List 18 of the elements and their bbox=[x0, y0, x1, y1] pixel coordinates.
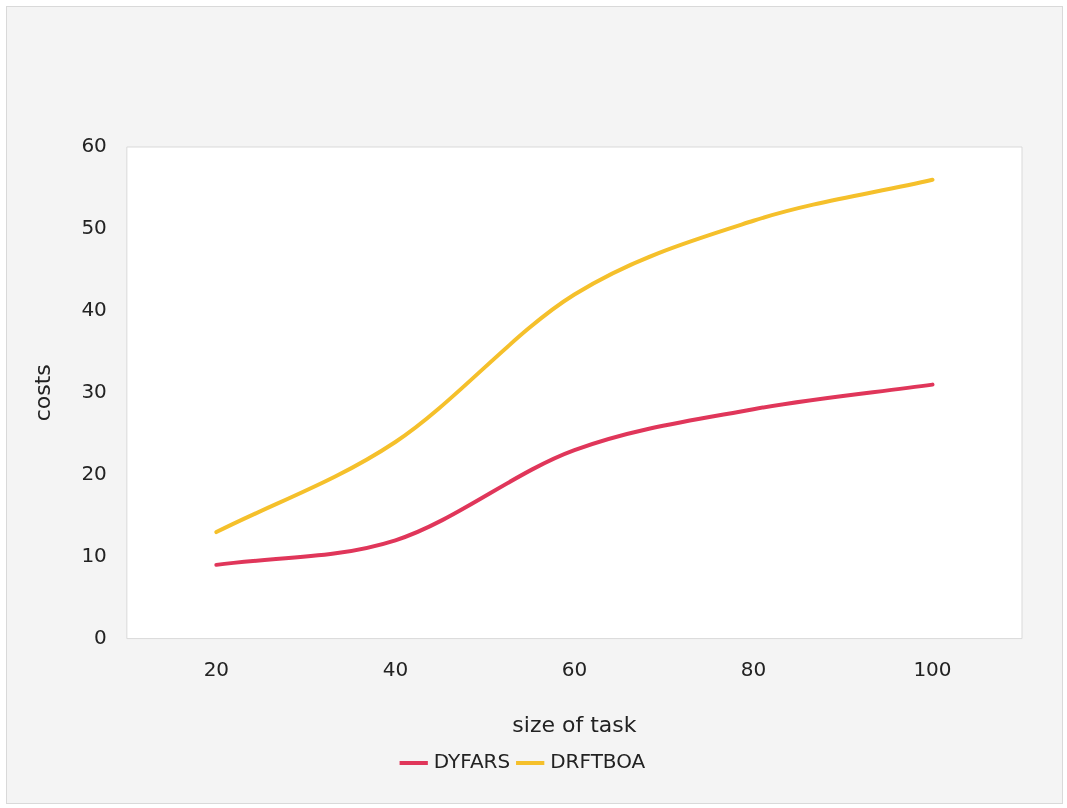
x-tick-label: 100 bbox=[913, 656, 952, 681]
x-tick-label: 80 bbox=[740, 656, 767, 681]
legend-label: DYFARS bbox=[433, 749, 511, 774]
line-series bbox=[214, 382, 935, 567]
x-axis-title: size of task bbox=[512, 711, 637, 737]
x-tick-label: 20 bbox=[203, 656, 230, 681]
legend-label: DRFTBOA bbox=[550, 749, 646, 774]
y-tick-label: 20 bbox=[81, 460, 107, 485]
y-tick-label: 10 bbox=[81, 542, 107, 567]
y-tick-label: 60 bbox=[81, 133, 107, 158]
y-tick-label: 40 bbox=[81, 297, 107, 322]
y-tick-label: 0 bbox=[94, 624, 107, 649]
y-tick-label: 30 bbox=[81, 379, 107, 403]
line-series bbox=[214, 177, 935, 535]
y-tick-label: 50 bbox=[81, 215, 107, 240]
x-tick-label: 60 bbox=[561, 656, 588, 681]
y-axis-title: costs bbox=[29, 364, 55, 422]
x-tick-label: 40 bbox=[382, 656, 409, 681]
